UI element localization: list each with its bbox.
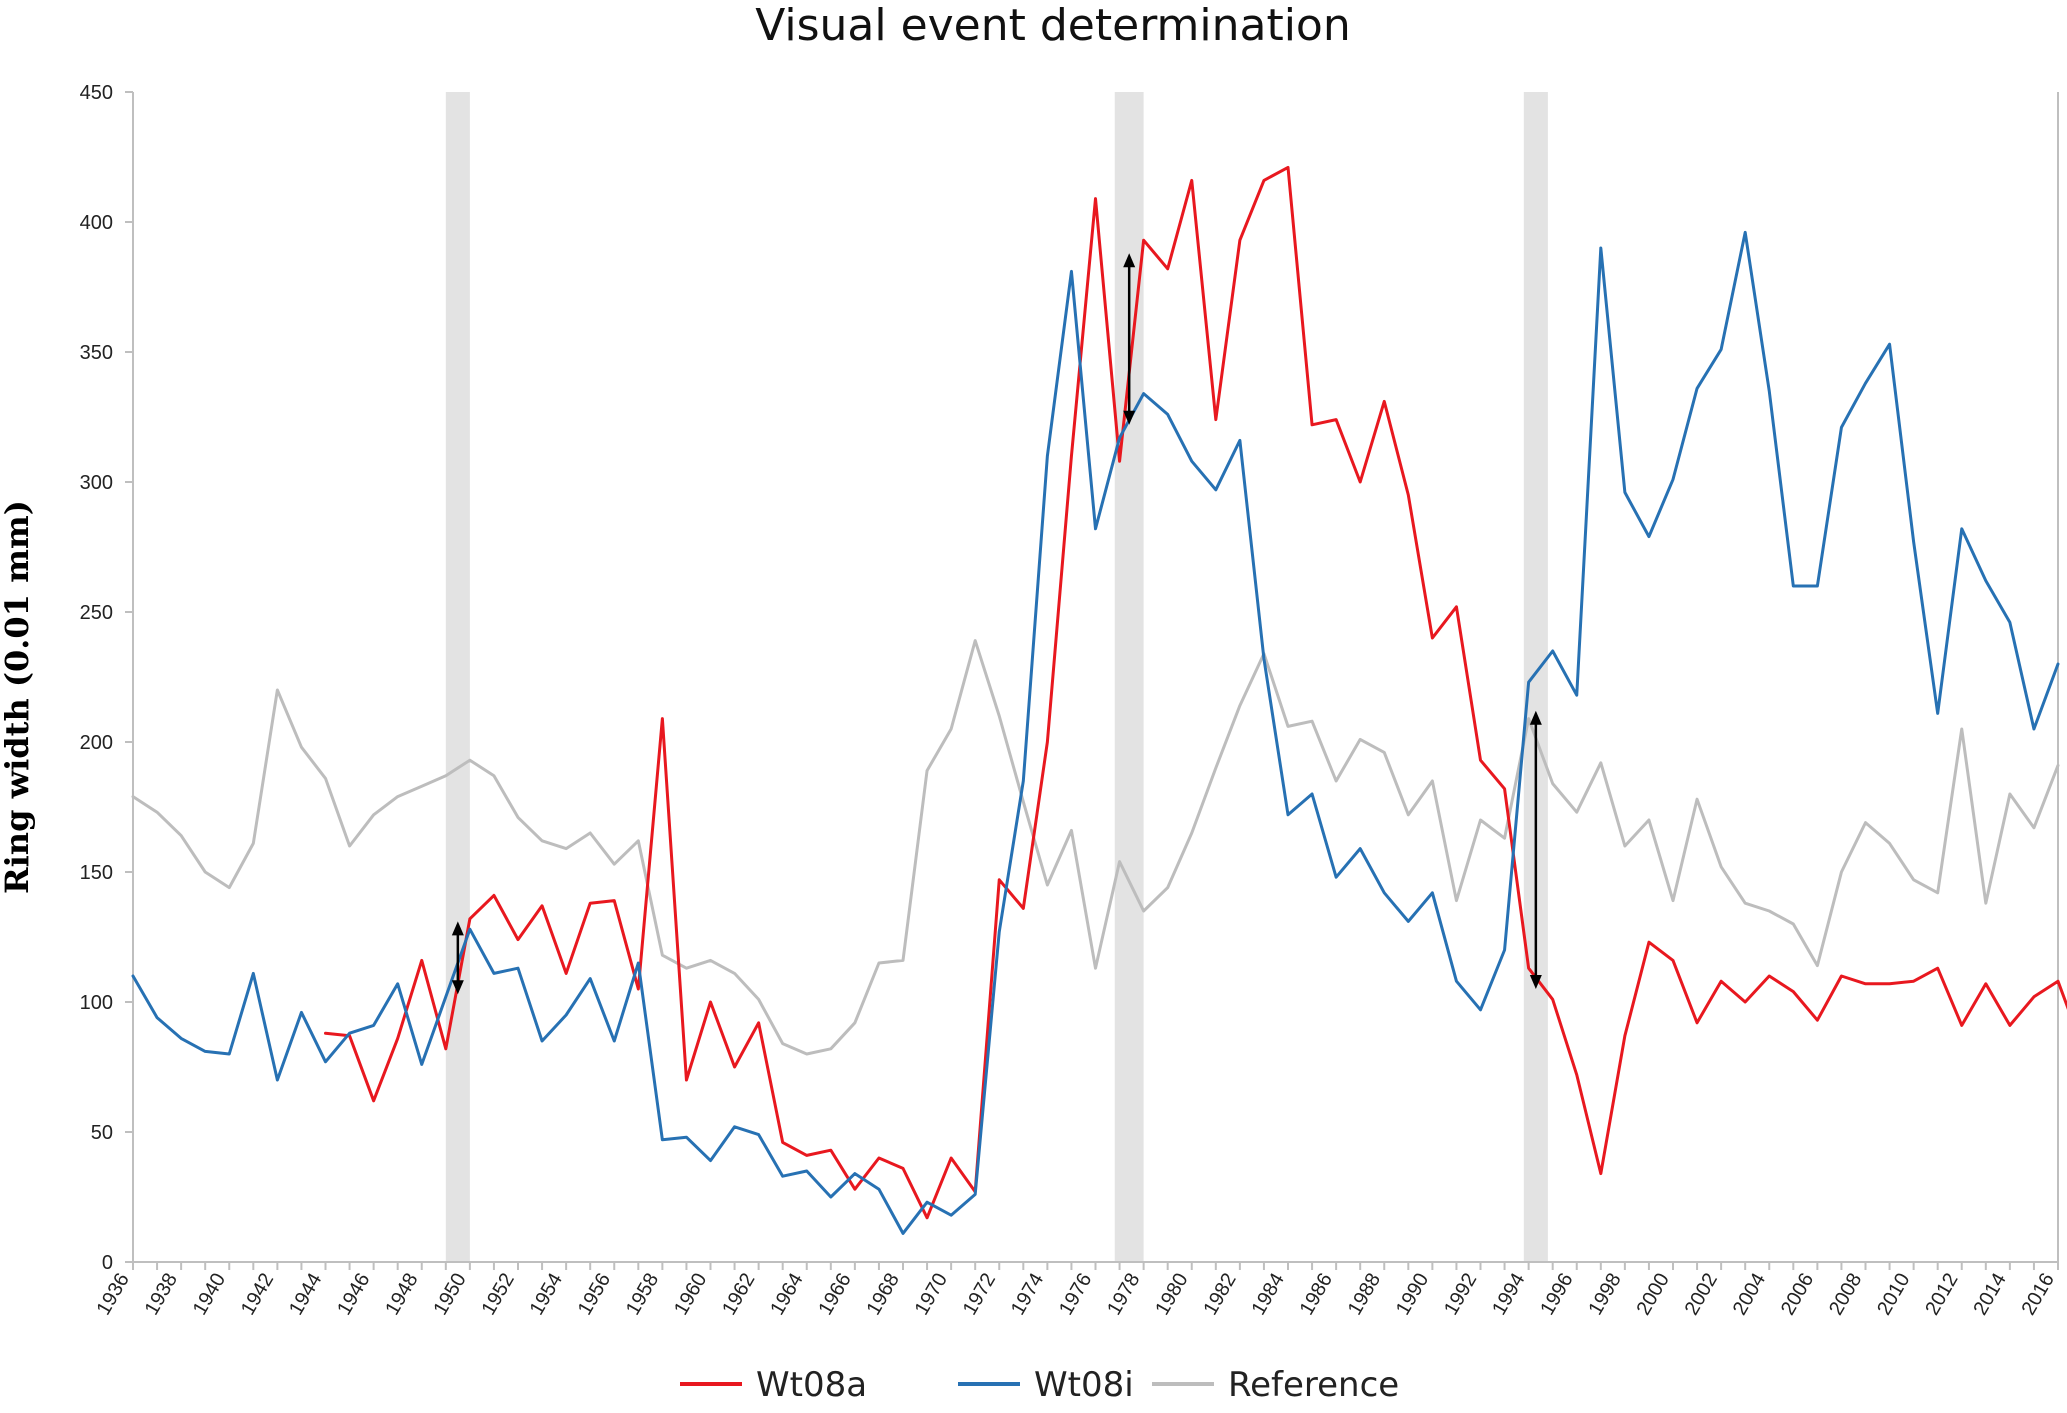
x-tick-label: 1950: [429, 1270, 470, 1320]
legend: Wt08a Wt08i Reference: [680, 1365, 1399, 1405]
x-tick-label: 1990: [1392, 1270, 1433, 1320]
y-tick-label: 350: [80, 342, 113, 364]
x-tick-label: 1962: [718, 1270, 759, 1320]
y-axis-label: Ring width (0.01 mm): [0, 500, 36, 894]
x-tick-label: 1966: [814, 1270, 855, 1320]
x-tick-label: 1942: [237, 1270, 278, 1320]
x-tick-label: 1996: [1536, 1270, 1577, 1320]
series-line-wt08a: [324, 165, 2067, 1220]
highlight-band-2: [1523, 92, 1548, 1262]
event-arrows: [451, 253, 1542, 995]
legend-label-reference: Reference: [1228, 1365, 1399, 1405]
x-tick-label: 1960: [670, 1270, 711, 1320]
x-tick-label: 1944: [285, 1270, 326, 1320]
x-tick-label: 1988: [1344, 1270, 1385, 1320]
x-tick-label: 2016: [2018, 1270, 2059, 1320]
x-tick-label: 2010: [1873, 1270, 1914, 1320]
x-tick-label: 1974: [1007, 1270, 1048, 1320]
x-tick-label: 1936: [93, 1270, 134, 1320]
y-tick-label: 150: [80, 862, 113, 884]
x-tick-label: 2012: [1921, 1270, 1962, 1320]
x-tick-label: 1958: [622, 1270, 663, 1320]
event-arrow-0: [451, 921, 464, 995]
series-line-reference: [131, 639, 2060, 1056]
event-arrow-1: [1123, 253, 1136, 425]
x-tick-label: 2004: [1729, 1270, 1770, 1320]
x-tick-label: 1980: [1151, 1270, 1192, 1320]
x-tick-label: 1992: [1440, 1270, 1481, 1320]
y-tick-label: 50: [91, 1122, 113, 1144]
y-tick-label: 250: [80, 602, 113, 624]
legend-label-wt08a: Wt08a: [756, 1365, 867, 1405]
y-tick-label: 450: [80, 82, 113, 104]
series-lines: [131, 165, 2067, 1235]
x-tick-label: 1968: [863, 1270, 904, 1320]
x-tick-label: 1948: [381, 1270, 422, 1320]
x-tick-label: 1940: [189, 1270, 230, 1320]
x-tick-label: 1998: [1584, 1270, 1625, 1320]
x-tick-label: 1954: [526, 1270, 567, 1320]
x-axis-ticks: 1936 1938 1940 1942 1944 1946 1948 1950 1952 1954…: [93, 1262, 2059, 1319]
series-line-wt08i: [131, 230, 2060, 1235]
x-tick-label: 1994: [1488, 1270, 1529, 1320]
x-tick-label: 1938: [141, 1270, 182, 1320]
x-tick-label: 1952: [478, 1270, 519, 1320]
x-tick-label: 2014: [1969, 1270, 2010, 1320]
x-tick-label: 1982: [1199, 1270, 1240, 1320]
x-tick-label: 1986: [1296, 1270, 1337, 1320]
x-tick-label: 1946: [333, 1270, 374, 1320]
x-tick-label: 2000: [1633, 1270, 1674, 1320]
x-tick-label: 1956: [574, 1270, 615, 1320]
x-tick-label: 1984: [1248, 1270, 1289, 1320]
x-tick-label: 1964: [766, 1270, 807, 1320]
y-tick-label: 300: [80, 472, 113, 494]
y-tick-label: 100: [80, 992, 113, 1014]
x-tick-label: 2002: [1681, 1270, 1722, 1320]
event-arrow-2: [1529, 710, 1542, 989]
y-axis-ticks: 0 50 100 150 200 250 300 350 400 450: [80, 82, 133, 1274]
axes: [132, 92, 2059, 1263]
highlight-band-0: [445, 92, 470, 1262]
highlight-bands: [445, 92, 1548, 1262]
x-tick-label: 1978: [1103, 1270, 1144, 1320]
legend-label-wt08i: Wt08i: [1034, 1365, 1134, 1405]
y-tick-label: 0: [102, 1252, 113, 1274]
y-tick-label: 400: [80, 212, 113, 234]
x-tick-label: 1976: [1055, 1270, 1096, 1320]
x-tick-label: 2008: [1825, 1270, 1866, 1320]
x-tick-label: 2006: [1777, 1270, 1818, 1320]
y-tick-label: 200: [80, 732, 113, 754]
x-tick-label: 1970: [911, 1270, 952, 1320]
x-tick-label: 1972: [959, 1270, 1000, 1320]
chart-title: Visual event determination: [755, 0, 1351, 51]
